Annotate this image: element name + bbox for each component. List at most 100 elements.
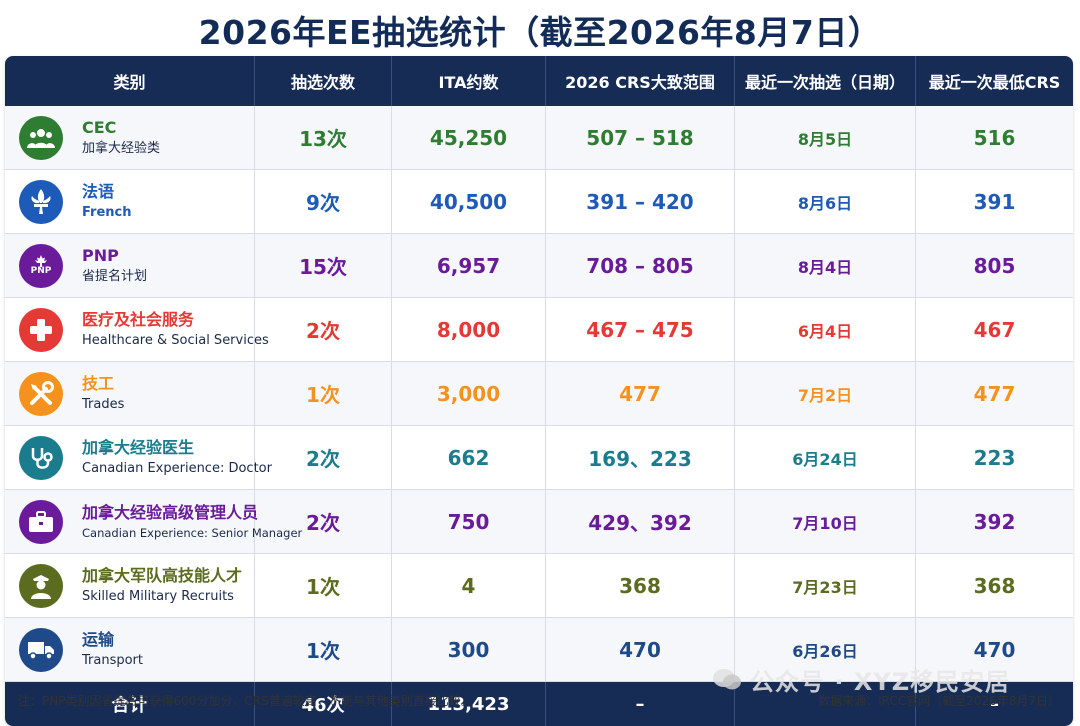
category-name: 加拿大经验医生 — [82, 437, 195, 457]
draw-count: 1次 — [255, 618, 392, 681]
maple-leaf-icon: PNP — [19, 243, 63, 288]
draw-count: 9次 — [255, 170, 392, 233]
category-subtitle: French — [82, 204, 132, 220]
draw-count: 2次 — [255, 426, 392, 489]
ita-count: 4 — [392, 554, 546, 617]
category-subtitle: Skilled Military Recruits — [82, 588, 234, 604]
soldier-icon — [19, 563, 63, 608]
total-last-min-crs: – — [990, 693, 999, 715]
truck-icon — [19, 627, 63, 672]
category-name: PNP — [82, 245, 119, 265]
last-min-crs: 223 — [973, 445, 1016, 470]
category-cell: CEC 加拿大经验类 — [5, 106, 255, 169]
last-min-crs: 467 — [973, 317, 1016, 342]
crs-range: 708 – 805 — [546, 234, 735, 297]
category-cell: 加拿大军队高技能人才 Skilled Military Recruits — [5, 554, 255, 617]
last-min-crs: 391 — [973, 189, 1016, 214]
category-name: CEC — [82, 117, 117, 137]
total-draw-count: 46次 — [255, 682, 392, 726]
footnote: 注：PNP类别因省提名可获得600分加分，CRS普遍较高，不能与其他类别直接比较… — [18, 694, 473, 708]
category-subtitle: Trades — [82, 396, 125, 412]
table-row: 加拿大经验高级管理人员 Canadian Experience: Senior M… — [5, 490, 1073, 554]
people-icon — [19, 115, 63, 160]
data-source: 数据来源：IRCC官网（截至2026年8月7日） — [818, 694, 1060, 708]
table-row: 法语 French 9次 40,500 391 – 420 8月6日 391 — [5, 170, 1073, 234]
last-draw-date: 8月4日 — [735, 234, 916, 297]
stethoscope-icon — [19, 435, 63, 480]
page-title: 2026年EE抽选统计（截至2026年8月7日） — [198, 13, 882, 52]
last-min-crs: 805 — [973, 253, 1016, 278]
table-row: 运输 Transport 1次 300 470 6月26日 470 — [5, 618, 1073, 682]
ita-count: 662 — [392, 426, 546, 489]
draw-count: 2次 — [255, 490, 392, 553]
header-ita: ITA约数 — [392, 56, 546, 106]
draw-count: 13次 — [255, 106, 392, 169]
ita-count: 40,500 — [392, 170, 546, 233]
last-draw-date: 7月23日 — [735, 554, 916, 617]
category-cell: 加拿大经验医生 Canadian Experience: Doctor — [5, 426, 272, 489]
table-row: 加拿大经验医生 Canadian Experience: Doctor 2次 66… — [5, 426, 1073, 490]
last-min-crs: 477 — [973, 381, 1016, 406]
category-subtitle: Canadian Experience: Doctor — [82, 460, 272, 476]
total-last-date — [735, 682, 916, 726]
crs-range: 467 – 475 — [546, 298, 735, 361]
total-row: 合计 46次 113,423 – – — [5, 682, 1073, 726]
draw-count: 15次 — [255, 234, 392, 297]
crs-range: 477 — [546, 362, 735, 425]
watermark-text: 公众号 · XYZ移民安居 — [750, 668, 1011, 696]
header-crs-range: 2026 CRS大致范围 — [546, 56, 735, 106]
total-ita: 113,423 — [392, 682, 546, 726]
last-min-crs: 470 — [973, 637, 1016, 662]
category-name: 加拿大经验高级管理人员 — [82, 502, 259, 522]
category-cell: 运输 Transport — [5, 618, 255, 681]
header-last-min-crs: 最近一次最低CRS — [928, 73, 1061, 92]
category-name: 运输 — [82, 629, 115, 649]
ita-count: 300 — [392, 618, 546, 681]
header-last-date: 最近一次抽选（日期） — [735, 56, 916, 106]
total-crs-range: – — [546, 682, 735, 726]
crs-range: 368 — [546, 554, 735, 617]
briefcase-icon — [19, 499, 63, 544]
last-draw-date: 6月24日 — [735, 426, 916, 489]
badge-label: PNP — [30, 266, 52, 276]
table-row: 医疗及社会服务 Healthcare & Social Services 2次 8… — [5, 298, 1073, 362]
medical-cross-icon — [19, 307, 63, 352]
last-draw-date: 8月6日 — [735, 170, 916, 233]
header-draw-count: 抽选次数 — [255, 56, 392, 106]
category-cell: 医疗及社会服务 Healthcare & Social Services — [5, 298, 269, 361]
table-header: 类别 抽选次数 ITA约数 2026 CRS大致范围 最近一次抽选（日期） 最近… — [5, 56, 1073, 106]
table-row: CEC 加拿大经验类 13次 45,250 507 – 518 8月5日 516 — [5, 106, 1073, 170]
crs-range: 391 – 420 — [546, 170, 735, 233]
last-draw-date: 7月10日 — [735, 490, 916, 553]
category-subtitle: 省提名计划 — [82, 268, 148, 284]
category-name: 加拿大军队高技能人才 — [82, 565, 243, 585]
draw-count: 1次 — [255, 554, 392, 617]
crs-range: 470 — [546, 618, 735, 681]
table-row: 加拿大军队高技能人才 Skilled Military Recruits 1次 4… — [5, 554, 1073, 618]
ita-count: 3,000 — [392, 362, 546, 425]
crs-range: 507 – 518 — [546, 106, 735, 169]
last-draw-date: 6月4日 — [735, 298, 916, 361]
ita-count: 8,000 — [392, 298, 546, 361]
total-label: 合计 — [5, 682, 255, 726]
table-row: PNP PNP 省提名计划 15次 6,957 708 – 805 8月4日 80… — [5, 234, 1073, 298]
watermark: 公众号 · XYZ移民安居 — [712, 662, 1010, 697]
last-draw-date: 7月2日 — [735, 362, 916, 425]
category-name: 技工 — [82, 373, 115, 393]
category-subtitle: Transport — [82, 652, 144, 668]
last-min-crs: 392 — [973, 509, 1016, 534]
tools-icon — [19, 371, 63, 416]
last-draw-date: 6月26日 — [735, 618, 916, 681]
category-cell: 加拿大经验高级管理人员 Canadian Experience: Senior M… — [5, 490, 302, 553]
crs-range: 429、392 — [546, 490, 735, 553]
draw-count: 2次 — [255, 298, 392, 361]
category-cell: PNP PNP 省提名计划 — [5, 234, 255, 297]
fleur-de-lis-icon — [19, 179, 63, 224]
last-min-crs: 368 — [973, 573, 1016, 598]
category-subtitle: 加拿大经验类 — [82, 140, 161, 156]
category-cell: 技工 Trades — [5, 362, 255, 425]
category-subtitle: Canadian Experience: Senior Manager — [82, 525, 303, 540]
category-cell: 法语 French — [5, 170, 255, 233]
ita-count: 45,250 — [392, 106, 546, 169]
category-name: 医疗及社会服务 — [82, 309, 195, 329]
